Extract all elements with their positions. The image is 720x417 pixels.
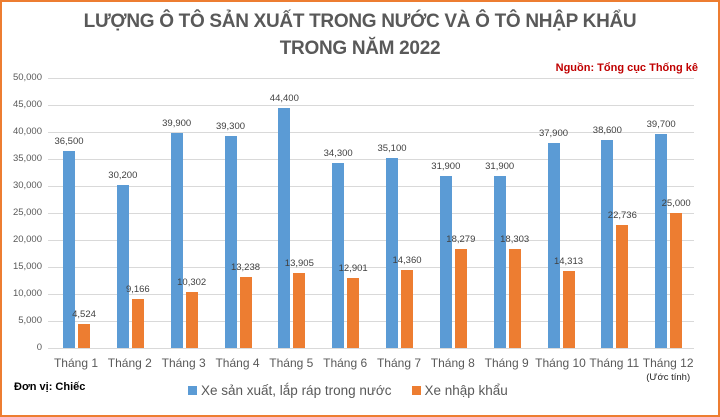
gridline (48, 105, 694, 106)
data-label: 31,900 (431, 161, 461, 172)
x-tick-label: Tháng 4 (215, 356, 260, 370)
x-tick-label: Tháng 12 (642, 356, 694, 370)
bar-domestic (278, 108, 291, 348)
legend-swatch-blue (188, 386, 197, 395)
data-label: 38,600 (592, 125, 622, 136)
gridline (48, 240, 694, 241)
x-tick-label: Tháng 7 (376, 356, 422, 370)
bar-domestic (493, 176, 506, 348)
data-label: 13,905 (284, 258, 314, 269)
gridline (48, 348, 694, 349)
data-label: 36,500 (54, 136, 84, 147)
bar-import (347, 278, 360, 348)
bar-import (454, 249, 467, 348)
legend: Xe sản xuất, lắp ráp trong nước Xe nhập … (188, 383, 508, 398)
bar-domestic (170, 133, 183, 348)
x-tick-label: Tháng 2 (107, 356, 152, 370)
bar-domestic (547, 143, 560, 348)
y-tick-label: 40,000 (12, 126, 42, 137)
bar-domestic (116, 185, 129, 348)
unit-label: Đơn vị: Chiếc (14, 381, 86, 393)
data-label: 25,000 (661, 198, 691, 209)
y-tick-label: 15,000 (12, 261, 42, 272)
data-label: 10,302 (177, 277, 207, 288)
data-label: 30,200 (108, 170, 138, 181)
bar-domestic (224, 136, 237, 348)
data-label: 44,400 (269, 93, 299, 104)
bar-import (78, 324, 90, 348)
estimate-note: (Ước tính) (646, 372, 691, 383)
data-label: 22,736 (607, 210, 637, 221)
x-tick-label: Tháng 11 (589, 356, 640, 370)
y-tick-label: 35,000 (12, 153, 42, 164)
legend-item-domestic: Xe sản xuất, lắp ráp trong nước (188, 383, 392, 398)
gridline (48, 159, 694, 160)
source-note: Nguồn: Tổng cục Thống kê (555, 62, 698, 74)
x-tick-label: Tháng 1 (53, 356, 99, 370)
legend-label-domestic: Xe sản xuất, lắp ráp trong nước (201, 383, 392, 398)
x-tick-label: Tháng 3 (161, 356, 206, 370)
bar-domestic (332, 163, 345, 348)
bar-domestic (386, 158, 398, 348)
y-tick-label: 5,000 (18, 315, 42, 326)
data-label: 39,300 (215, 121, 246, 132)
bar-import (293, 273, 306, 348)
x-tick-label: Tháng 8 (430, 356, 475, 370)
bar-import (508, 249, 521, 348)
gridline (48, 78, 694, 79)
bar-import (670, 213, 683, 348)
gridline (48, 321, 694, 322)
bar-import (239, 277, 252, 348)
data-label: 14,313 (553, 256, 584, 267)
bar-domestic (439, 176, 452, 348)
data-label: 39,700 (646, 119, 676, 130)
data-label: 39,900 (162, 118, 192, 129)
bar-import (616, 225, 629, 348)
x-tick-label: Tháng 9 (484, 356, 529, 370)
data-label: 13,238 (230, 262, 261, 273)
data-label: 18,303 (500, 234, 530, 245)
bar-domestic (63, 151, 75, 348)
data-label: 31,900 (485, 161, 515, 172)
legend-item-import: Xe nhập khẩu (411, 383, 508, 398)
gridline (48, 213, 694, 214)
y-tick-label: 25,000 (12, 207, 42, 218)
gridline (48, 186, 694, 187)
bar-import (131, 299, 144, 348)
y-tick-label: 0 (36, 342, 42, 353)
bar-import (185, 292, 198, 348)
x-tick-label: Tháng 6 (323, 356, 368, 370)
bar-domestic (601, 140, 614, 348)
y-tick-label: 10,000 (12, 288, 42, 299)
data-label: 37,900 (538, 128, 569, 139)
data-label: 14,360 (392, 255, 422, 266)
data-label: 34,300 (323, 148, 353, 159)
data-label: 35,100 (377, 143, 407, 154)
y-tick-label: 20,000 (12, 234, 42, 245)
data-label: 18,279 (446, 234, 476, 245)
x-tick-label: Tháng 10 (535, 356, 586, 370)
chart-title-line1: LƯỢNG Ô TÔ SẢN XUẤT TRONG NƯỚC VÀ Ô TÔ N… (83, 11, 637, 32)
data-label: 12,901 (338, 263, 368, 274)
legend-swatch-orange (411, 386, 421, 395)
data-label: 9,166 (125, 284, 150, 295)
data-label: 4,524 (72, 309, 96, 320)
gridline (48, 132, 694, 133)
bar-import (562, 271, 575, 348)
bar-domestic (655, 134, 668, 348)
legend-label-import: Xe nhập khẩu (424, 383, 508, 398)
bar-import (401, 270, 413, 348)
y-tick-label: 45,000 (12, 99, 42, 110)
x-tick-label: Tháng 5 (269, 356, 314, 370)
gridline (48, 267, 694, 268)
y-tick-label: 30,000 (12, 180, 42, 191)
gridline (48, 294, 694, 295)
y-tick-label: 50,000 (12, 72, 42, 83)
chart-title-line2: TRONG NĂM 2022 (279, 38, 441, 59)
